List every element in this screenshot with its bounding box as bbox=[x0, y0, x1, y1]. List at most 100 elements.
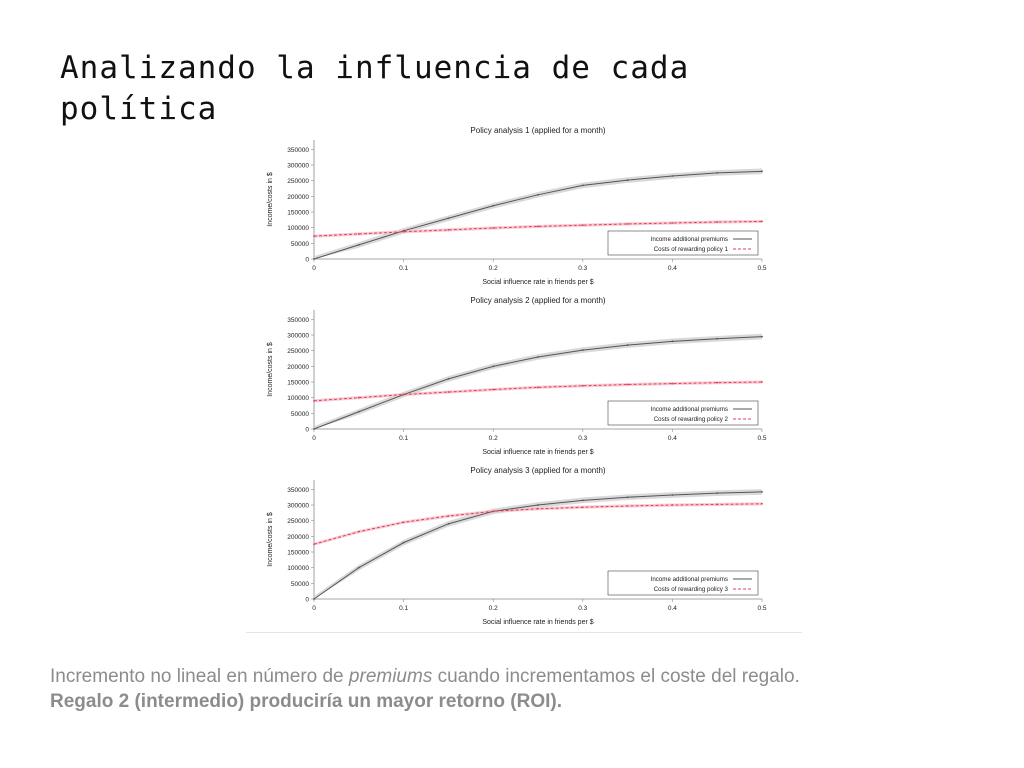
cost-band bbox=[314, 380, 762, 403]
data-point bbox=[671, 222, 674, 224]
data-point bbox=[447, 377, 450, 380]
income-band bbox=[314, 489, 762, 599]
data-point bbox=[626, 223, 629, 225]
data-point bbox=[716, 337, 719, 340]
policy-analysis-1-chart: Policy analysis 1 (applied for a month) 0… bbox=[267, 126, 767, 286]
data-point bbox=[357, 530, 360, 533]
y-tick-label: 150000 bbox=[287, 550, 309, 557]
data-point bbox=[761, 491, 763, 493]
y-tick-label: 350000 bbox=[287, 147, 309, 154]
y-axis-label: Income/costs in $ bbox=[267, 342, 274, 397]
y-tick-label: 300000 bbox=[287, 163, 309, 170]
data-point bbox=[716, 221, 719, 223]
y-tick-label: 0 bbox=[305, 597, 309, 604]
x-tick-label: 0.4 bbox=[668, 435, 677, 442]
caption-conclusion: Regalo 2 (intermedio) produciría un mayo… bbox=[50, 691, 562, 712]
chart-legend: Income additional premiums Costs of rewar… bbox=[607, 230, 759, 256]
x-axis-label: Social influence rate in friends per $ bbox=[482, 279, 593, 286]
y-tick-label: 50000 bbox=[291, 411, 309, 418]
chart-legend: Income additional premiums Costs of rewar… bbox=[607, 570, 759, 596]
data-point bbox=[626, 344, 629, 346]
data-point bbox=[761, 170, 763, 173]
data-point bbox=[537, 193, 539, 196]
data-point bbox=[671, 504, 674, 506]
slide-title: Analizando la influencia de cada polític… bbox=[60, 48, 820, 130]
x-tick-label: 0.5 bbox=[757, 265, 766, 272]
data-point bbox=[313, 399, 315, 402]
data-point bbox=[626, 179, 629, 181]
data-point bbox=[313, 235, 315, 238]
caption-text-end: cuando incrementamos el coste del regalo… bbox=[432, 666, 800, 687]
data-point bbox=[716, 492, 719, 495]
legend-label: Costs of rewarding policy 2 bbox=[654, 416, 729, 423]
data-point bbox=[671, 340, 674, 343]
legend-label: Income additional premiums bbox=[651, 406, 728, 413]
data-point bbox=[537, 504, 539, 506]
y-tick-label: 50000 bbox=[291, 241, 309, 248]
data-point bbox=[492, 510, 495, 513]
x-tick-label: 0.3 bbox=[578, 265, 587, 272]
cost-line bbox=[313, 381, 763, 402]
data-point bbox=[357, 410, 360, 413]
data-point bbox=[357, 233, 360, 235]
data-point bbox=[761, 502, 763, 505]
data-point bbox=[402, 393, 405, 396]
x-tick-label: 0.2 bbox=[489, 265, 498, 272]
data-point bbox=[447, 522, 450, 525]
data-point bbox=[402, 230, 405, 233]
y-tick-label: 100000 bbox=[287, 225, 309, 232]
data-point bbox=[492, 388, 495, 391]
y-axis-label: Income/costs in $ bbox=[267, 512, 274, 567]
data-point bbox=[492, 365, 495, 368]
x-tick-label: 0 bbox=[312, 605, 316, 612]
data-point bbox=[313, 258, 315, 260]
data-point bbox=[671, 494, 674, 496]
data-point bbox=[626, 496, 629, 499]
y-tick-label: 350000 bbox=[287, 487, 309, 494]
y-tick-label: 100000 bbox=[287, 565, 309, 572]
data-point bbox=[447, 391, 450, 393]
x-tick-label: 0.5 bbox=[757, 605, 766, 612]
data-point bbox=[581, 506, 584, 509]
data-point bbox=[761, 220, 763, 223]
data-point bbox=[581, 499, 584, 502]
data-point bbox=[447, 228, 450, 231]
x-tick-label: 0.1 bbox=[399, 265, 408, 272]
data-point bbox=[716, 171, 719, 174]
x-tick-label: 0 bbox=[312, 265, 316, 272]
charts-figure: Policy analysis 1 (applied for a month) 0… bbox=[246, 122, 802, 633]
chart-legend: Income additional premiums Costs of rewar… bbox=[607, 400, 759, 426]
x-axis-label: Social influence rate in friends per $ bbox=[482, 449, 593, 456]
data-point bbox=[537, 507, 539, 510]
x-tick-label: 0.2 bbox=[489, 435, 498, 442]
data-point bbox=[313, 598, 315, 600]
legend-label: Income additional premiums bbox=[651, 236, 728, 243]
data-point bbox=[581, 224, 584, 227]
x-tick-label: 0.3 bbox=[578, 605, 587, 612]
x-tick-label: 0 bbox=[312, 435, 316, 442]
legend-box bbox=[607, 400, 759, 426]
data-point bbox=[581, 349, 584, 351]
data-point bbox=[357, 244, 360, 246]
y-tick-label: 100000 bbox=[287, 395, 309, 402]
chart-title: Policy analysis 2 (applied for a month) bbox=[470, 296, 606, 305]
data-point bbox=[402, 521, 405, 524]
y-tick-label: 300000 bbox=[287, 503, 309, 510]
legend-box bbox=[607, 230, 759, 256]
data-point bbox=[671, 382, 674, 385]
legend-box bbox=[607, 570, 759, 596]
y-tick-label: 200000 bbox=[287, 364, 309, 371]
x-tick-label: 0.1 bbox=[399, 435, 408, 442]
data-point bbox=[492, 204, 495, 207]
data-point bbox=[313, 543, 315, 546]
data-point bbox=[447, 515, 450, 517]
x-tick-label: 0.4 bbox=[668, 605, 677, 612]
y-tick-label: 250000 bbox=[287, 518, 309, 525]
data-point bbox=[716, 503, 719, 506]
data-point bbox=[537, 386, 539, 389]
data-point bbox=[402, 541, 405, 544]
x-tick-label: 0.1 bbox=[399, 605, 408, 612]
y-tick-label: 250000 bbox=[287, 178, 309, 185]
data-point bbox=[716, 381, 719, 384]
chart-title: Policy analysis 1 (applied for a month) bbox=[470, 126, 606, 135]
